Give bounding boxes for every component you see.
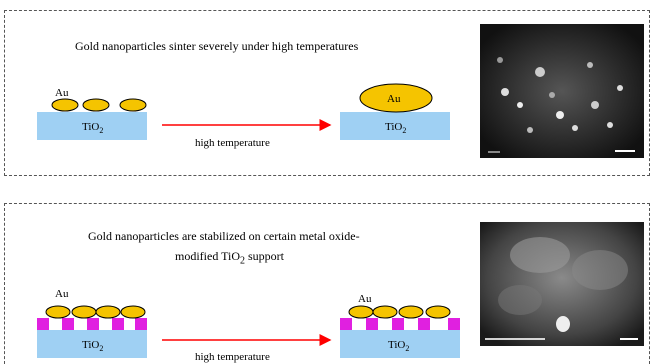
support-right-top-label: TiO2 [385, 121, 406, 135]
support-left-bottom-label: TiO2 [82, 339, 103, 353]
bottom-caption-line1: Gold nanoparticles are stabilized on cer… [88, 229, 360, 243]
au-particle [82, 98, 110, 112]
arrow-label-top: high temperature [195, 137, 270, 149]
top-caption: Gold nanoparticles sinter severely under… [75, 39, 359, 53]
au-label-right-bottom: Au [358, 293, 372, 305]
au-sintered-particle [359, 83, 433, 113]
support-right-bottom [340, 330, 460, 358]
modifier-layer-left [37, 318, 147, 330]
au-label-left-bottom: Au [55, 288, 69, 300]
support-right-bottom-label: TiO2 [388, 339, 409, 353]
au-particle [398, 305, 424, 319]
support-left-bottom [37, 330, 147, 358]
tem-micrograph-top [480, 24, 644, 158]
au-particle [120, 305, 146, 319]
au-particle [348, 305, 374, 319]
au-particle [119, 98, 147, 112]
au-particle [95, 305, 121, 319]
au-label-left-top: Au [55, 87, 69, 99]
top-panel [4, 10, 650, 176]
tem-micrograph-bottom [480, 222, 644, 346]
au-particle [71, 305, 97, 319]
au-particle [51, 98, 79, 112]
au-label-right-top: Au [387, 93, 401, 105]
modifier-layer-right [340, 318, 460, 330]
arrow-label-bottom: high temperature [195, 351, 270, 363]
support-left-top [37, 112, 147, 140]
support-left-top-label: TiO2 [82, 121, 103, 135]
au-particle [372, 305, 398, 319]
bottom-caption-line2: modified TiO2 support [175, 249, 285, 267]
bottom-panel [4, 203, 650, 364]
au-particle [425, 305, 451, 319]
au-particle [45, 305, 71, 319]
support-right-top [340, 112, 450, 140]
